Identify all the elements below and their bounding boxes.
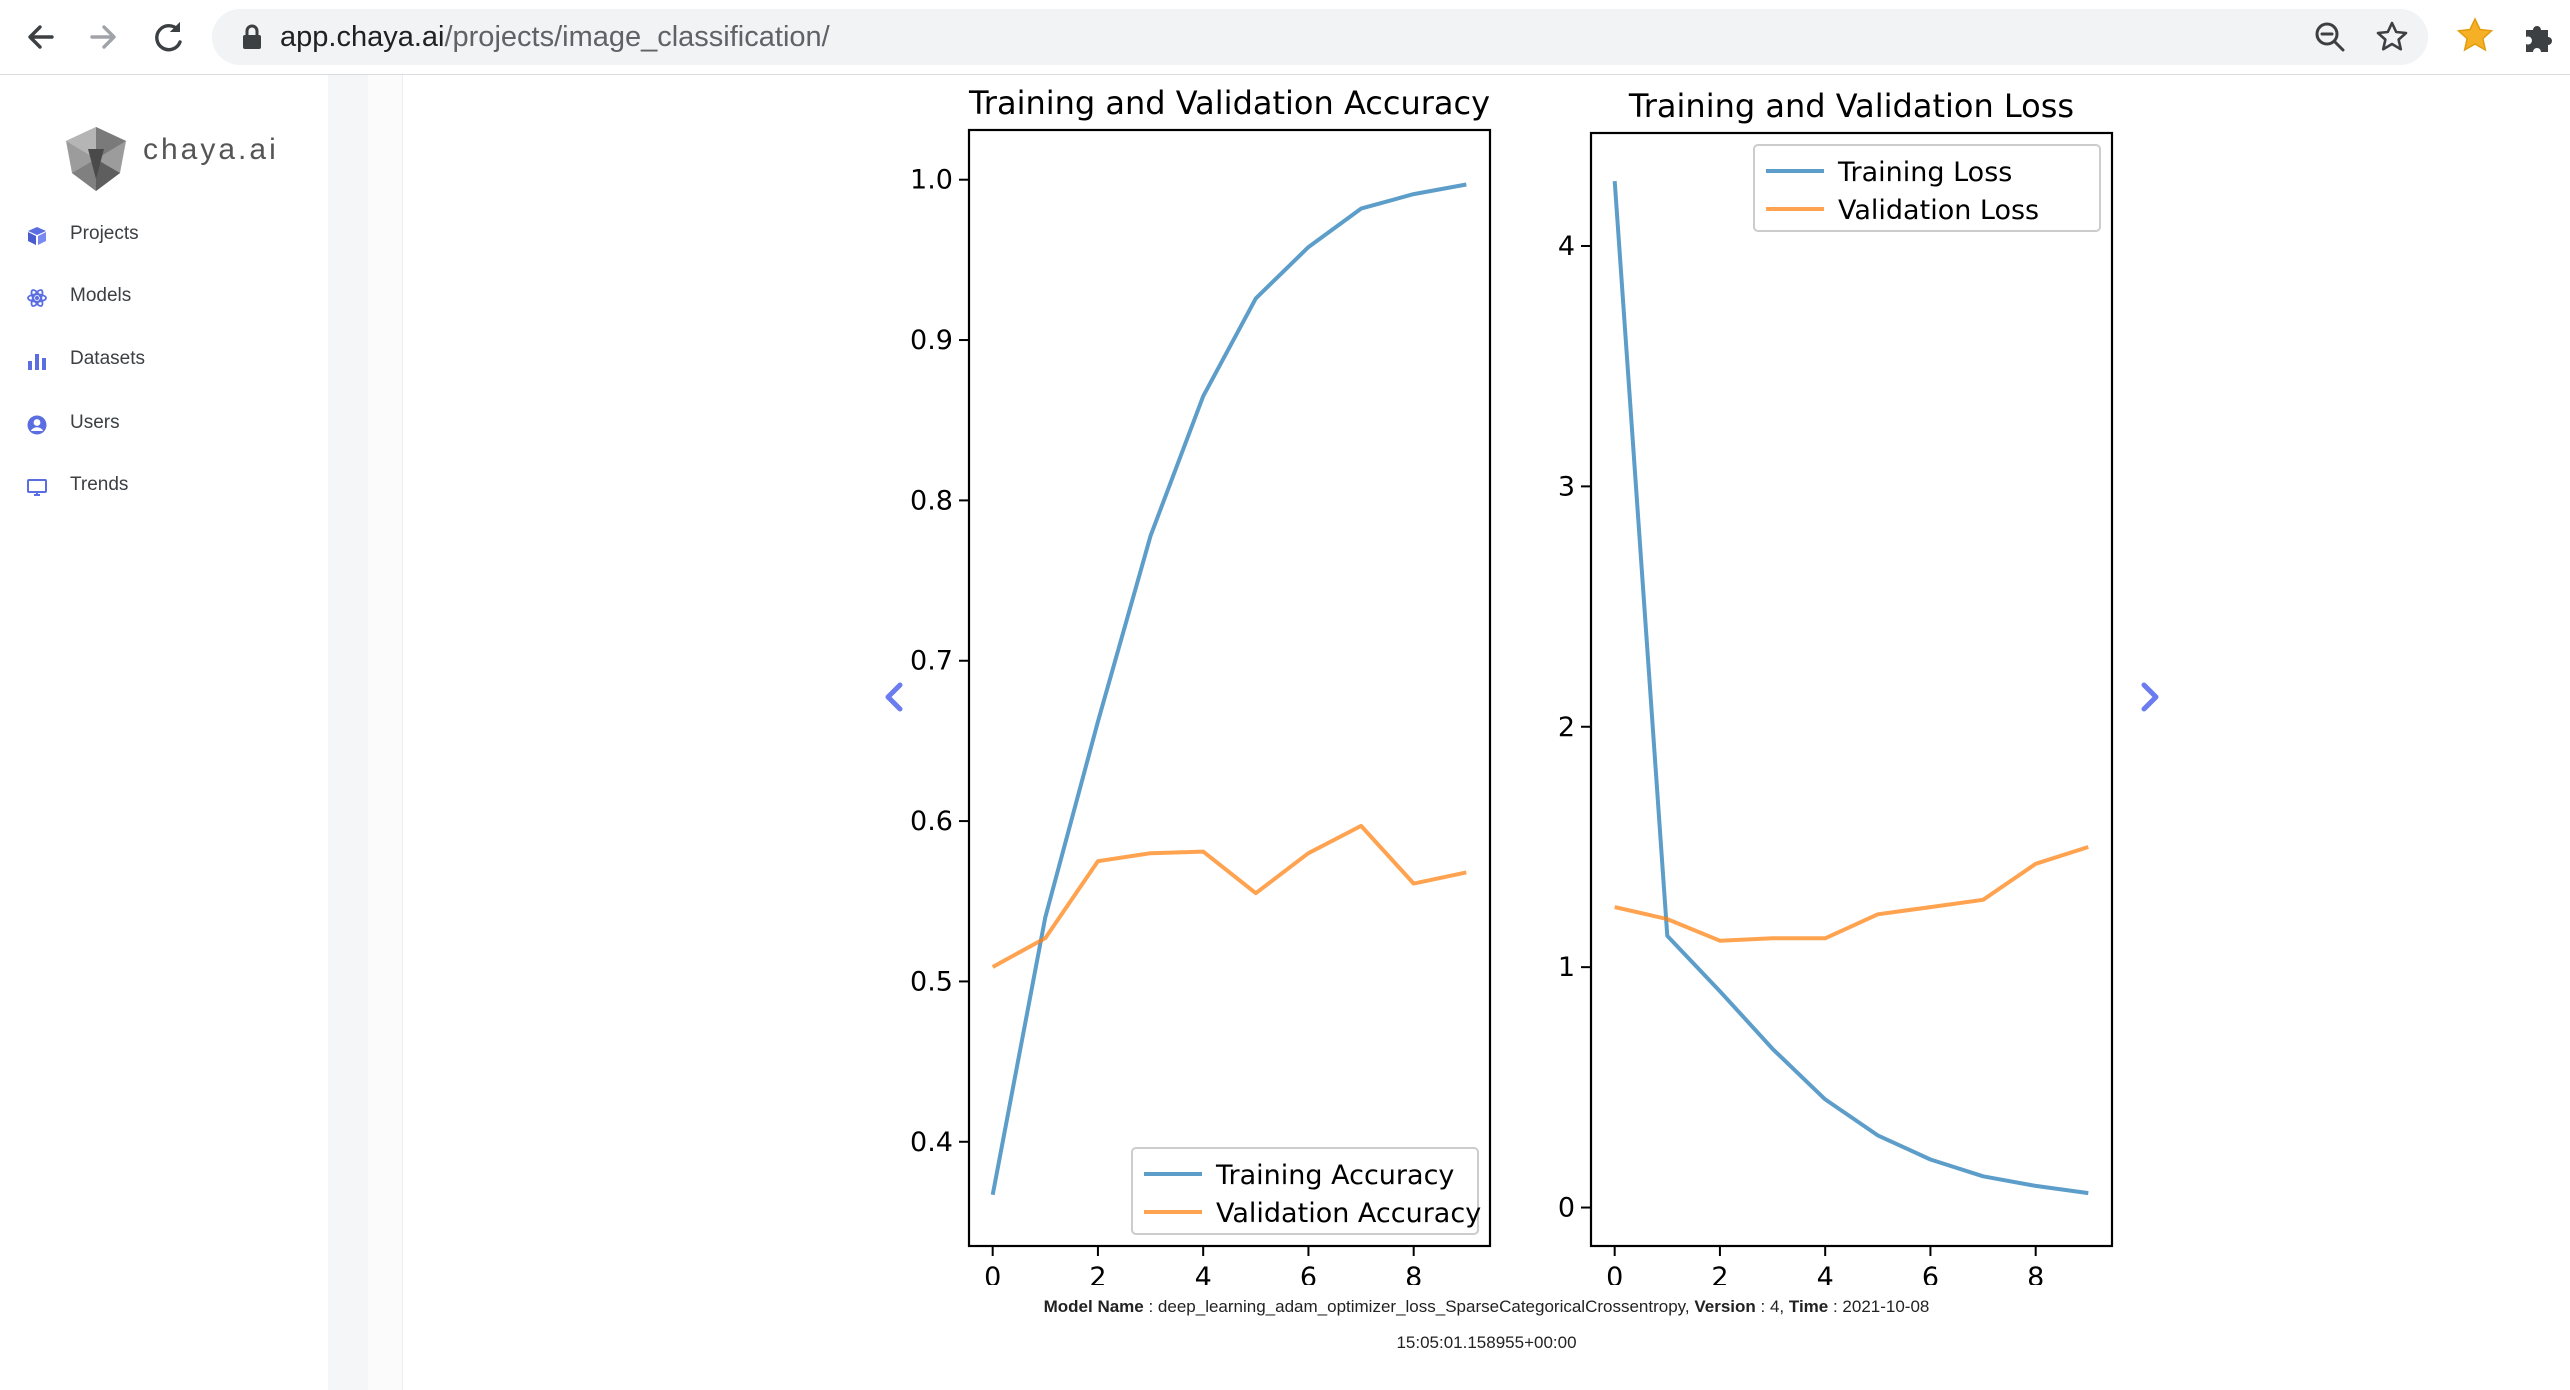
series-line-1	[991, 823, 1467, 969]
legend-label: Validation Accuracy	[1216, 1198, 1481, 1229]
x-tick-label: 6	[1922, 1262, 1939, 1285]
sidebar-item-label: Projects	[70, 223, 139, 244]
y-tick-label: 0.5	[910, 966, 953, 997]
x-tick-label: 2	[1089, 1262, 1106, 1285]
bar-chart-icon	[28, 354, 46, 370]
model-name-label: Model Name	[1043, 1297, 1144, 1316]
y-tick-label: 1.0	[910, 165, 953, 196]
y-tick-label: 4	[1558, 231, 1575, 262]
sidebar-item-label: Datasets	[70, 348, 145, 369]
address-bar[interactable]: app.chaya.ai/projects/image_classificati…	[212, 9, 2428, 65]
logo-text[interactable]: chaya.ai	[143, 133, 279, 166]
sidebar: chaya.ai Projects Models Datasets	[0, 75, 328, 1390]
layout-gutter	[328, 75, 368, 1390]
legend-box	[1753, 144, 2101, 232]
plot-frame	[967, 128, 1492, 1248]
legend-label: Training Accuracy	[1215, 1160, 1454, 1191]
y-tick-label: 1	[1558, 952, 1575, 983]
url-host: app.chaya.ai	[280, 21, 445, 53]
sidebar-item-datasets[interactable]: Datasets	[26, 342, 316, 378]
sidebar-item-trends[interactable]: Trends	[26, 468, 316, 504]
time-label: Time	[1788, 1297, 1829, 1316]
model-caption: Model Name : deep_learning_adam_optimize…	[1043, 1297, 1930, 1316]
forward-arrow-icon[interactable]	[80, 14, 126, 60]
cube-icon	[28, 227, 46, 245]
series-line-1	[1614, 845, 2089, 943]
y-tick-label: 0.6	[910, 806, 953, 837]
x-tick-label: 8	[1405, 1262, 1422, 1285]
loss-chart: Training and Validation Loss 0 2 4 6 8 0 1 2 3 4 Tr…	[1558, 87, 2114, 1285]
sidebar-item-models[interactable]: Models	[26, 279, 316, 315]
url-path: /projects/image_classification/	[444, 21, 830, 53]
y-tick-label: 0	[1558, 1193, 1575, 1224]
series-line-0	[990, 182, 1467, 1196]
y-tick-label: 0.7	[910, 646, 953, 677]
y-tick-label: 2	[1558, 712, 1575, 743]
url-text[interactable]: app.chaya.ai/projects/image_classificati…	[280, 19, 830, 55]
chaya-logo[interactable]	[58, 119, 134, 195]
sidebar-item-label: Trends	[70, 474, 129, 495]
x-tick-label: 8	[2027, 1262, 2044, 1285]
version-label: Version	[1694, 1297, 1756, 1316]
version-value: 4	[1769, 1297, 1780, 1316]
lock-icon[interactable]	[238, 23, 266, 51]
x-tick-label: 2	[1711, 1262, 1728, 1285]
y-tick-label: 0.4	[910, 1127, 953, 1158]
zoom-out-icon[interactable]	[2312, 19, 2348, 55]
user-circle-icon	[27, 415, 47, 435]
model-caption-time: 15:05:01.158955+00:00	[1396, 1333, 1577, 1352]
carousel-next-chevron-icon[interactable]	[2135, 677, 2165, 717]
chart-title: Training and Validation Accuracy	[968, 84, 1490, 122]
accuracy-chart: Training and Validation Accuracy 0 2 4 6 8 0.4…	[910, 84, 1492, 1285]
y-tick-label: 3	[1558, 471, 1575, 502]
model-name-value: deep_learning_adam_optimizer_loss_Sparse…	[1157, 1297, 1685, 1316]
extension-star-icon[interactable]	[2455, 16, 2495, 56]
chart-title: Training and Validation Loss	[1628, 87, 2074, 125]
bookmark-star-icon[interactable]	[2374, 19, 2410, 55]
x-tick-label: 4	[1817, 1262, 1834, 1285]
legend-box	[1131, 1147, 1479, 1235]
training-charts-figure: Training and Validation Accuracy 0 2 4 6 8 0.4…	[910, 84, 2114, 1285]
y-tick-label: 0.8	[910, 485, 953, 516]
y-tick-label: 0.9	[910, 325, 953, 356]
sidebar-item-projects[interactable]: Projects	[26, 217, 316, 253]
monitor-icon	[27, 479, 47, 496]
atom-icon	[27, 289, 47, 307]
legend-label: Training Loss	[1837, 157, 2012, 188]
sidebar-item-label: Users	[70, 412, 120, 433]
puzzle-extensions-icon[interactable]	[2518, 16, 2558, 56]
time-value: 2021-10-08	[1842, 1297, 1930, 1316]
series-line-0	[1612, 180, 2089, 1196]
x-tick-label: 0	[984, 1262, 1001, 1285]
x-tick-label: 6	[1300, 1262, 1317, 1285]
reload-icon[interactable]	[145, 14, 191, 60]
plot-frame	[1589, 131, 2114, 1248]
sidebar-item-label: Models	[70, 285, 132, 306]
x-tick-label: 0	[1606, 1262, 1623, 1285]
content-border	[368, 75, 403, 1390]
carousel-prev-chevron-icon[interactable]	[879, 677, 909, 717]
main-content: Training and Validation Accuracy 0 2 4 6 8 0.4…	[403, 75, 2570, 1390]
x-tick-label: 4	[1195, 1262, 1212, 1285]
sidebar-item-users[interactable]: Users	[26, 406, 316, 442]
back-arrow-icon[interactable]	[18, 14, 64, 60]
browser-toolbar: app.chaya.ai/projects/image_classificati…	[0, 0, 2570, 75]
legend-label: Validation Loss	[1838, 195, 2039, 226]
